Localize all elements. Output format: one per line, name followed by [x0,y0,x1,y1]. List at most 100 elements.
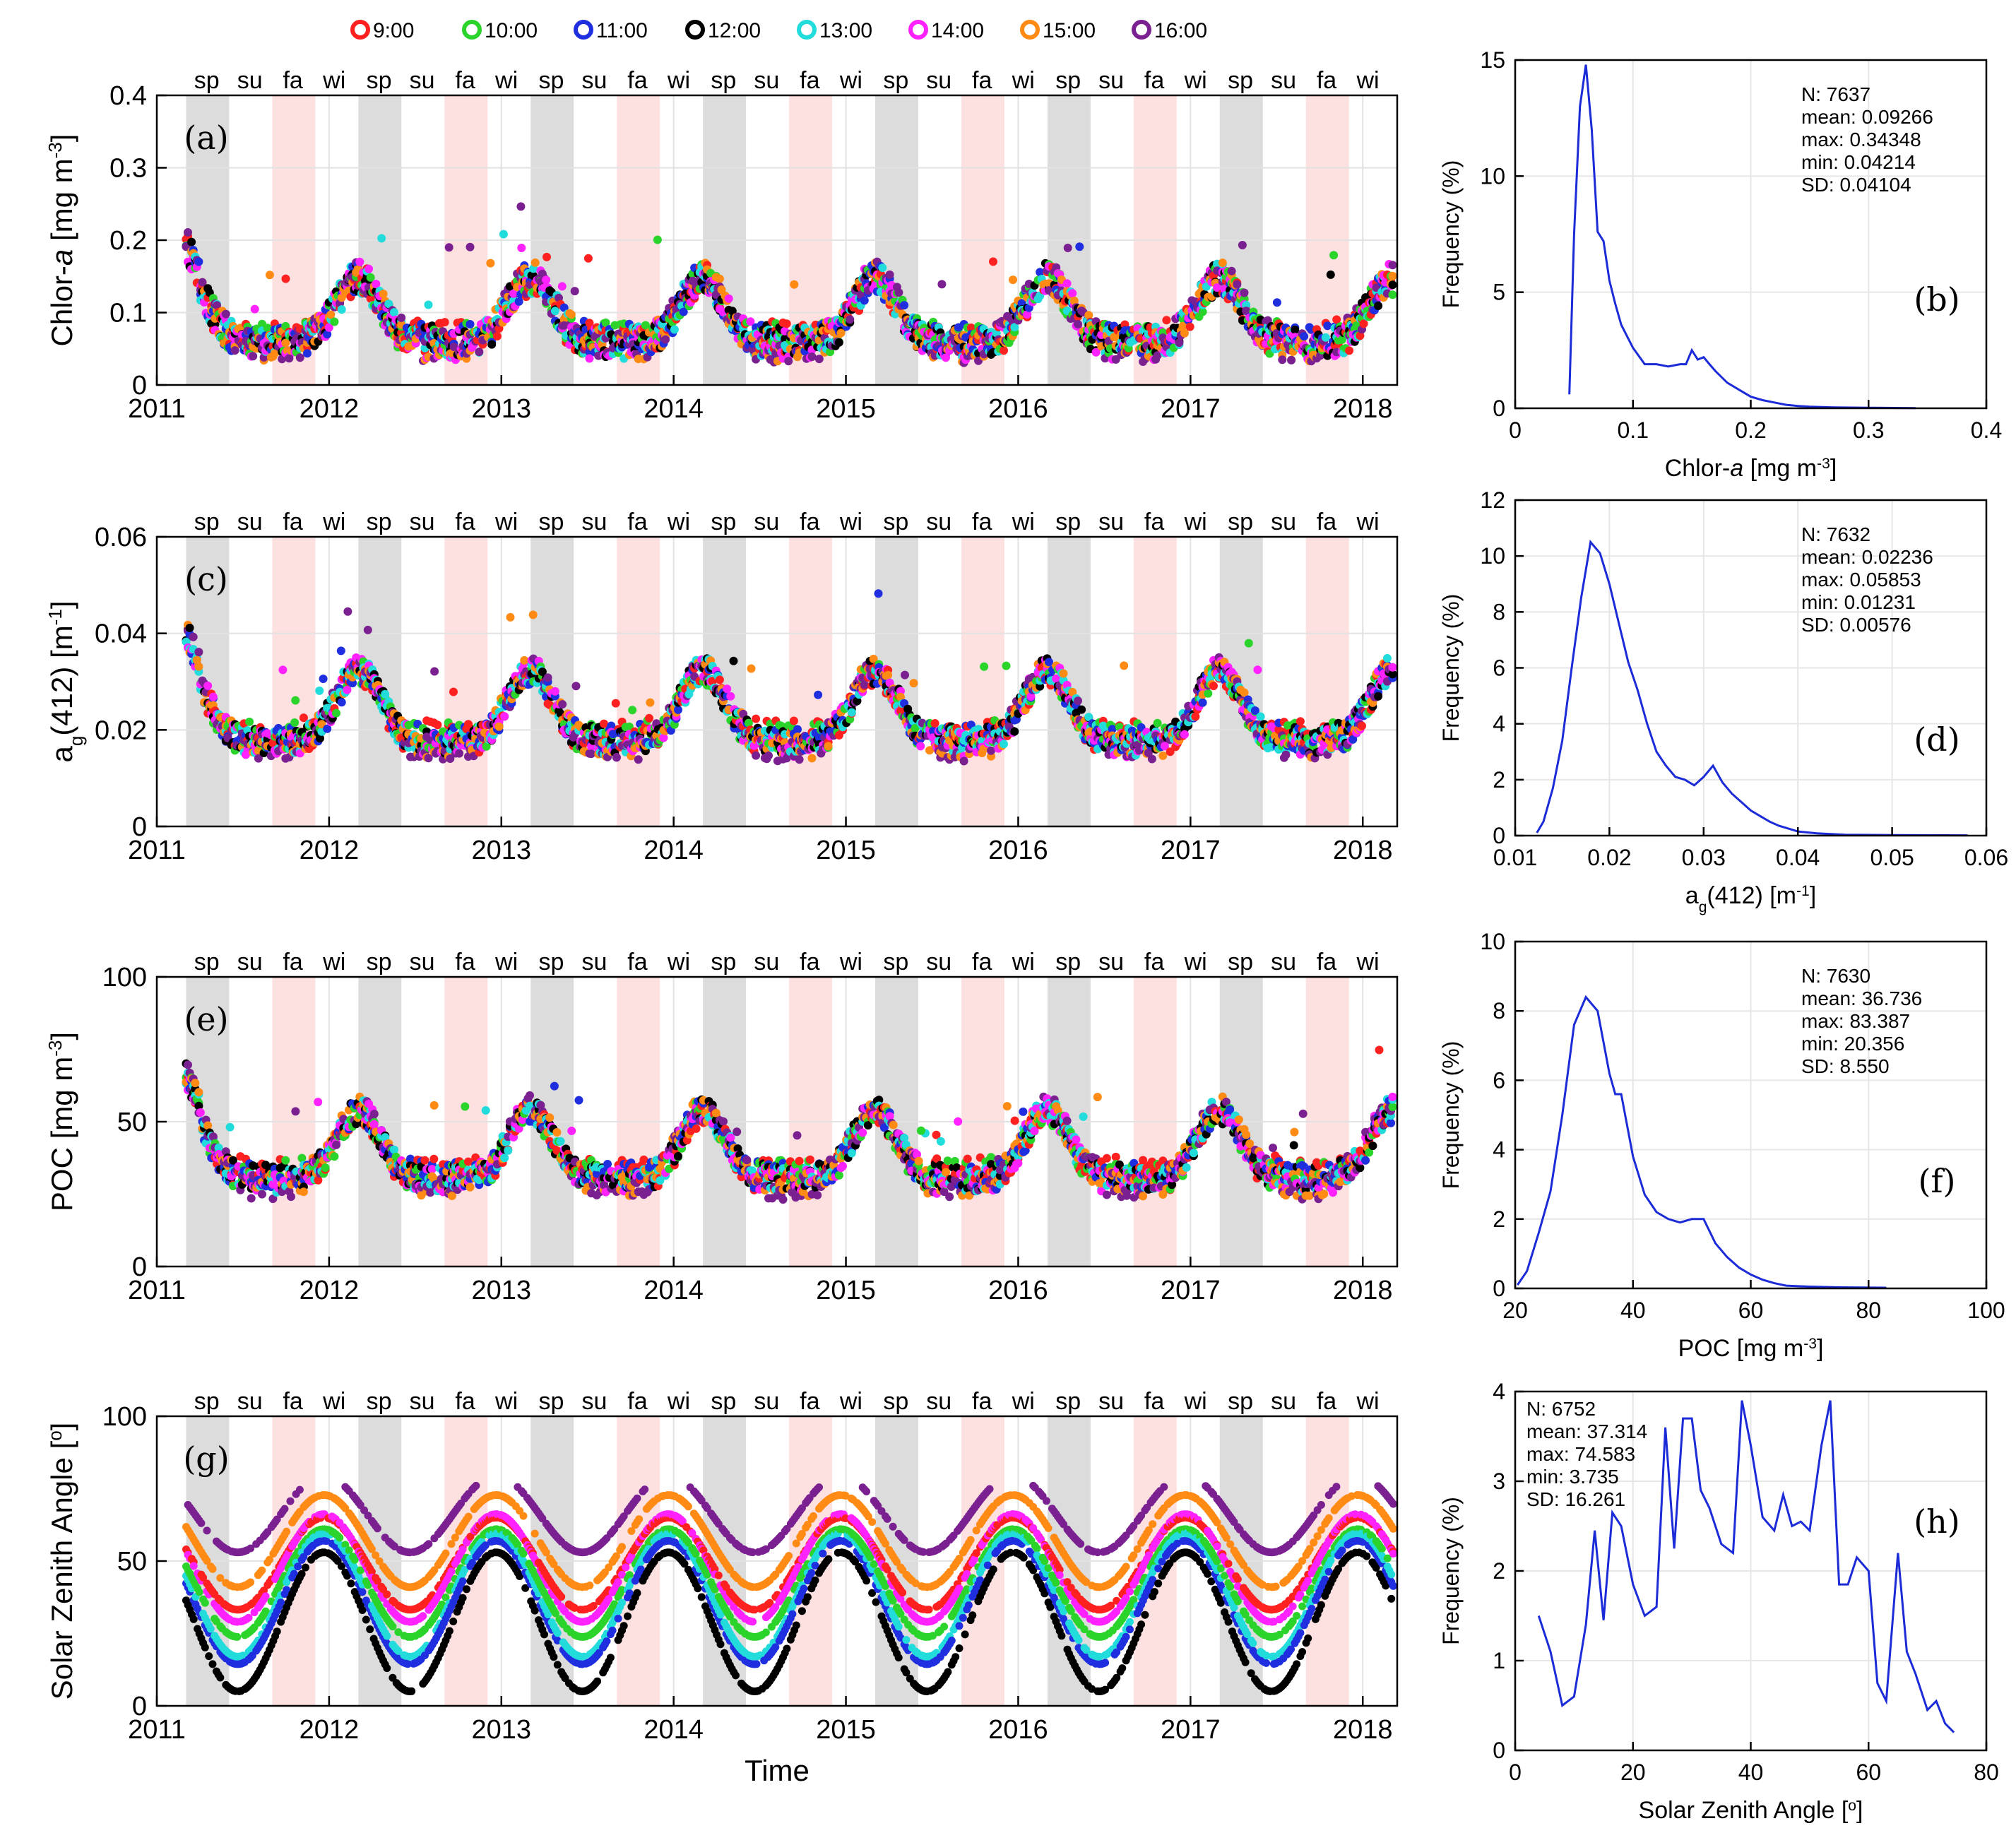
y-tick-label: 0.4 [109,81,147,111]
season-label: wi [667,67,690,94]
data-point [959,757,968,766]
data-point [726,692,735,701]
data-point [433,720,442,730]
data-point [1180,328,1189,338]
data-point [330,317,339,326]
data-point [1323,321,1332,331]
data-point [587,749,596,759]
data-point [1045,658,1053,667]
data-point [715,675,724,684]
data-point [885,270,894,279]
season-label: sp [194,67,220,94]
data-point [355,257,364,266]
data-point [679,307,688,316]
fall-shade [444,537,488,826]
season-label: wi [322,67,345,94]
legend-label: 11:00 [596,19,648,42]
season-label: su [926,67,951,94]
data-point [1227,266,1236,275]
data-point [601,318,610,327]
fall-shade [789,537,833,826]
data-point [824,742,833,751]
season-label: fa [972,67,992,94]
data-point [916,742,925,751]
data-point [1291,325,1300,334]
data-point [659,733,668,742]
season-label: sp [539,67,564,94]
data-point [1185,322,1194,331]
season-label: sp [711,67,736,94]
panel-label: (a) [184,119,228,157]
data-point [1374,302,1383,310]
data-point [1300,332,1309,341]
data-point [249,352,258,361]
data-point [1059,669,1068,678]
data-point [487,340,497,349]
data-point [1281,750,1291,759]
data-point [814,355,824,364]
data-point [550,307,559,316]
data-point [194,648,203,657]
legend-marker [797,20,817,40]
data-point [641,321,650,330]
season-label: su [237,67,263,94]
y-tick-label: 0.1 [109,299,147,328]
data-point [1147,754,1156,764]
data-point [187,237,196,247]
data-point [1009,275,1017,285]
data-point [1272,298,1281,307]
data-point [492,332,502,340]
data-point [337,698,346,707]
data-point [1321,333,1330,342]
data-point [530,258,540,267]
data-point [1068,289,1077,298]
data-point [1198,698,1207,707]
data-point [1209,682,1218,691]
data-point [390,308,398,317]
data-point [1240,288,1249,297]
data-point [570,287,579,296]
x-tick-label: 2014 [644,394,704,424]
data-point [1074,319,1082,328]
data-point [1175,338,1184,348]
data-point [1359,319,1368,328]
data-point [455,749,464,758]
data-point [499,230,508,239]
season-label: fa [455,67,475,94]
x-tick-label: 2013 [472,394,532,424]
data-point [281,338,290,348]
legend-label: 15:00 [1043,19,1096,42]
data-point [1153,718,1162,728]
data-point [930,719,939,728]
data-point [290,718,300,727]
data-point [1388,280,1397,290]
data-point [516,202,526,211]
data-point [674,705,682,714]
data-point [281,274,290,283]
data-point [752,714,761,723]
data-point [847,708,856,717]
data-point [746,317,755,326]
data-point [185,623,194,632]
data-point [1010,727,1019,736]
data-point [717,285,726,295]
data-point [860,680,869,689]
season-label: wi [494,67,518,94]
data-point [337,305,346,314]
season-label: sp [883,67,908,94]
x-tick-label: 2011 [128,394,186,424]
data-point [449,343,458,351]
data-point [514,297,523,306]
data-point [208,692,218,701]
data-point [789,716,798,725]
data-point [670,325,679,334]
data-point [1000,740,1008,749]
data-point [520,656,529,665]
data-point [494,722,504,731]
data-point [509,289,518,298]
data-point [1238,241,1247,249]
data-point [884,670,893,680]
y-tick-label: 0.3 [109,154,147,184]
data-point [189,632,198,641]
data-point [517,244,526,252]
